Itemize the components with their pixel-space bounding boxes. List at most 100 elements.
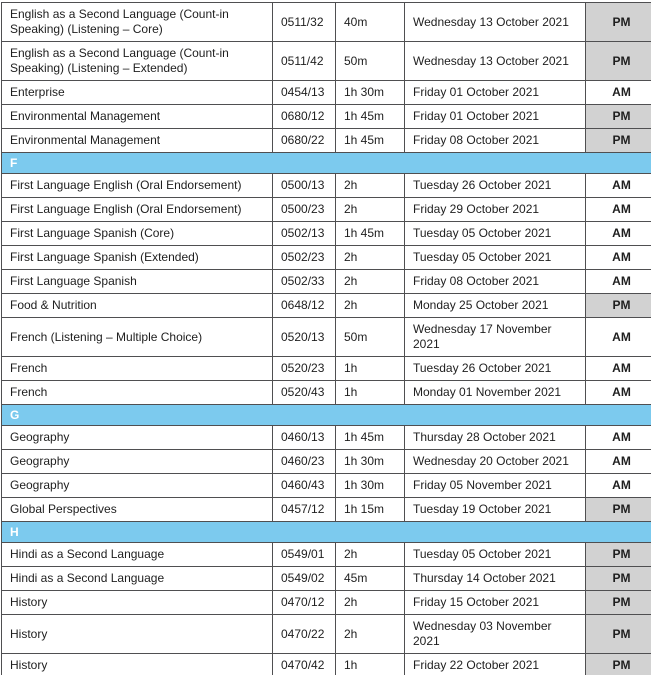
exam-row: First Language English (Oral Endorsement… [1,173,651,198]
session-cell: AM [585,425,651,450]
section-header-row: H [1,521,651,543]
session-cell: PM [585,566,651,591]
exam-row: French 0520/23 1h Tuesday 26 October 2021 AM [1,356,651,381]
session-cell: AM [585,80,651,105]
subject-cell: First Language English (Oral Endorsement… [1,173,273,198]
duration-cell: 1h 15m [335,497,405,522]
subject-cell: English as a Second Language (Count-in S… [1,2,273,42]
duration-cell: 2h [335,293,405,318]
session-cell: AM [585,449,651,474]
duration-cell: 2h [335,245,405,270]
session-cell: PM [585,497,651,522]
date-cell: Wednesday 17 November 2021 [404,317,586,357]
session-cell: AM [585,380,651,405]
paper-code-cell: 0549/02 [272,566,336,591]
session-cell: PM [585,542,651,567]
duration-cell: 1h 45m [335,221,405,246]
paper-code-cell: 0502/23 [272,245,336,270]
date-cell: Tuesday 26 October 2021 [404,173,586,198]
date-cell: Wednesday 13 October 2021 [404,2,586,42]
date-cell: Wednesday 13 October 2021 [404,41,586,81]
subject-cell: Environmental Management [1,128,273,153]
paper-code-cell: 0500/23 [272,197,336,222]
section-header-row: F [1,152,651,174]
duration-cell: 2h [335,269,405,294]
duration-cell: 1h 45m [335,425,405,450]
date-cell: Monday 01 November 2021 [404,380,586,405]
duration-cell: 1h [335,380,405,405]
paper-code-cell: 0520/23 [272,356,336,381]
duration-cell: 1h 45m [335,104,405,129]
paper-code-cell: 0511/32 [272,2,336,42]
paper-code-cell: 0520/13 [272,317,336,357]
date-cell: Thursday 14 October 2021 [404,566,586,591]
section-letter: F [1,152,651,174]
date-cell: Tuesday 26 October 2021 [404,356,586,381]
exam-row: First Language Spanish (Core) 0502/13 1h 4… [1,221,651,246]
date-cell: Friday 08 October 2021 [404,128,586,153]
duration-cell: 1h [335,653,405,675]
session-cell: AM [585,173,651,198]
paper-code-cell: 0680/22 [272,128,336,153]
exam-row: History 0470/12 2h Friday 15 October 2021 PM [1,590,651,615]
paper-code-cell: 0470/22 [272,614,336,654]
paper-code-cell: 0549/01 [272,542,336,567]
duration-cell: 1h [335,356,405,381]
session-cell: PM [585,293,651,318]
subject-cell: First Language Spanish (Extended) [1,245,273,270]
subject-cell: First Language Spanish [1,269,273,294]
session-cell: PM [585,41,651,81]
paper-code-cell: 0520/43 [272,380,336,405]
section-header-row: G [1,404,651,426]
date-cell: Friday 05 November 2021 [404,473,586,498]
paper-code-cell: 0500/13 [272,173,336,198]
subject-cell: French [1,356,273,381]
session-cell: AM [585,197,651,222]
subject-cell: History [1,653,273,675]
paper-code-cell: 0648/12 [272,293,336,318]
duration-cell: 45m [335,566,405,591]
paper-code-cell: 0502/33 [272,269,336,294]
date-cell: Friday 29 October 2021 [404,197,586,222]
paper-code-cell: 0470/42 [272,653,336,675]
exam-row: English as a Second Language (Count-in S… [1,2,651,42]
date-cell: Friday 15 October 2021 [404,590,586,615]
paper-code-cell: 0511/42 [272,41,336,81]
session-cell: AM [585,245,651,270]
session-cell: PM [585,614,651,654]
paper-code-cell: 0454/13 [272,80,336,105]
duration-cell: 40m [335,2,405,42]
session-cell: PM [585,2,651,42]
exam-row: Geography 0460/43 1h 30m Friday 05 November… [1,473,651,498]
exam-row: First Language Spanish (Extended) 0502/23… [1,245,651,270]
exam-row: Geography 0460/13 1h 45m Thursday 28 Octobe… [1,425,651,450]
exam-row: French (Listening – Multiple Choice) 0520… [1,317,651,357]
session-cell: PM [585,104,651,129]
paper-code-cell: 0502/13 [272,221,336,246]
duration-cell: 50m [335,41,405,81]
exam-row: History 0470/42 1h Friday 22 October 2021 PM [1,653,651,675]
date-cell: Friday 01 October 2021 [404,104,586,129]
subject-cell: Geography [1,473,273,498]
paper-code-cell: 0680/12 [272,104,336,129]
date-cell: Tuesday 05 October 2021 [404,221,586,246]
paper-code-cell: 0470/12 [272,590,336,615]
subject-cell: History [1,590,273,615]
exam-row: Environmental Management 0680/22 1h 45m Fri… [1,128,651,153]
date-cell: Wednesday 20 October 2021 [404,449,586,474]
date-cell: Friday 22 October 2021 [404,653,586,675]
exam-row: English as a Second Language (Count-in S… [1,41,651,81]
exam-row: Global Perspectives 0457/12 1h 15m Tuesday … [1,497,651,522]
subject-cell: History [1,614,273,654]
section-letter: G [1,404,651,426]
subject-cell: Global Perspectives [1,497,273,522]
session-cell: AM [585,356,651,381]
exam-row: First Language Spanish 0502/33 2h Friday 08… [1,269,651,294]
duration-cell: 2h [335,542,405,567]
exam-row: Enterprise 0454/13 1h 30m Friday 01 October… [1,80,651,105]
duration-cell: 2h [335,173,405,198]
date-cell: Thursday 28 October 2021 [404,425,586,450]
duration-cell: 2h [335,614,405,654]
